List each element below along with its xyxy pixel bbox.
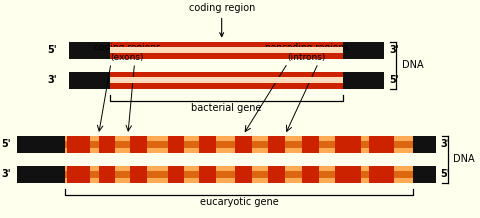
Bar: [234, 166, 251, 183]
Bar: [65, 166, 412, 183]
Text: noncoding regions
(introns): noncoding regions (introns): [264, 43, 348, 62]
Bar: [17, 166, 435, 183]
Bar: [335, 136, 360, 153]
Bar: [234, 136, 251, 153]
Bar: [168, 166, 184, 183]
Text: eucaryotic gene: eucaryotic gene: [199, 197, 278, 207]
Text: 3': 3': [1, 169, 11, 179]
Bar: [130, 136, 146, 153]
Bar: [109, 72, 342, 89]
Bar: [65, 141, 412, 148]
Bar: [67, 166, 90, 183]
Bar: [67, 136, 90, 153]
Bar: [168, 136, 184, 153]
Bar: [98, 166, 115, 183]
Bar: [268, 166, 285, 183]
Bar: [109, 77, 342, 83]
Bar: [17, 136, 435, 153]
Bar: [65, 136, 412, 153]
Bar: [65, 171, 412, 178]
Text: DNA: DNA: [401, 60, 422, 70]
Bar: [69, 72, 384, 89]
Text: 5': 5': [47, 45, 57, 55]
Text: DNA: DNA: [453, 155, 474, 165]
Bar: [199, 166, 216, 183]
Bar: [335, 166, 360, 183]
Bar: [268, 136, 285, 153]
Bar: [98, 136, 115, 153]
Bar: [130, 166, 146, 183]
Bar: [301, 136, 318, 153]
Bar: [199, 136, 216, 153]
Text: coding region: coding region: [188, 3, 254, 37]
Bar: [368, 166, 393, 183]
Bar: [109, 47, 342, 53]
Text: coding regions
(exons): coding regions (exons): [94, 43, 160, 62]
Text: 3': 3': [440, 140, 449, 150]
Bar: [368, 136, 393, 153]
Text: 3': 3': [388, 45, 398, 55]
Text: 5': 5': [1, 140, 11, 150]
Bar: [109, 42, 342, 59]
Bar: [301, 166, 318, 183]
Text: 3': 3': [47, 75, 57, 85]
Text: 5': 5': [388, 75, 398, 85]
Text: bacterial gene: bacterial gene: [191, 103, 261, 113]
Text: 5': 5': [440, 169, 449, 179]
Bar: [69, 42, 384, 59]
